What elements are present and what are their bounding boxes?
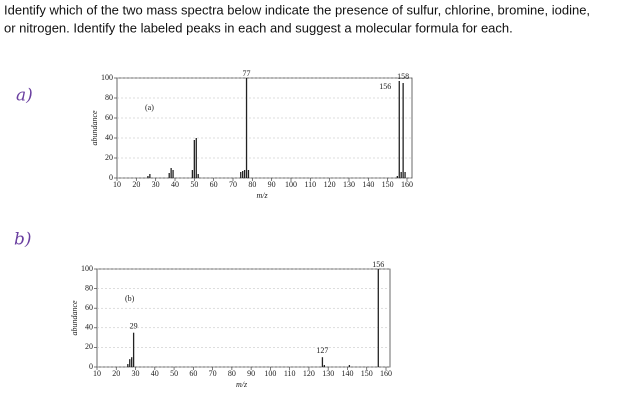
x-tick-label: 40 [171,180,179,189]
y-tick-label: 40 [85,323,93,332]
y-tick-label: 40 [105,133,113,142]
y-tick-label: 0 [89,362,93,371]
x-tick-label: 10 [93,369,101,378]
x-tick-label: 40 [151,369,159,378]
x-tick-label: 70 [229,180,237,189]
x-tick-label: 80 [228,369,236,378]
x-tick-label: 90 [268,180,276,189]
x-tick-label: 120 [303,369,315,378]
plot-frame [116,77,413,179]
x-tick-label: 20 [112,369,120,378]
x-tick-label: 140 [341,369,353,378]
x-tick-label: 50 [170,369,178,378]
x-tick-label: 100 [264,369,276,378]
x-tick-label: 10 [113,180,121,189]
part-label: b) [14,230,32,250]
y-tick-label: 0 [109,173,113,182]
y-tick-label: 60 [105,113,113,122]
y-tick-label: 100 [101,73,113,82]
x-tick-label: 140 [362,180,374,189]
y-axis-label: abundance [70,300,79,336]
y-tick-label: 60 [85,303,93,312]
y-tick-label: 100 [81,264,93,273]
x-tick-label: 150 [382,180,394,189]
panel-label: (b) [125,294,135,303]
x-tick-label: 50 [190,180,198,189]
question-line: or nitrogen. Identify the labeled peaks … [4,20,513,35]
x-tick-label: 130 [322,369,334,378]
y-tick-label: 20 [105,153,113,162]
x-tick-label: 160 [401,180,413,189]
y-tick-label: 20 [85,342,93,351]
x-tick-label: 130 [343,180,355,189]
x-tick-label: 60 [189,369,197,378]
question-line: Identify which of the two mass spectra b… [4,2,590,17]
peak-label: 156 [372,260,384,269]
x-tick-label: 90 [247,369,255,378]
peak-label: 77 [243,69,251,78]
x-tick-label: 60 [210,180,218,189]
x-tick-label: 110 [304,180,316,189]
x-tick-label: 110 [284,369,296,378]
x-tick-label: 120 [324,180,336,189]
y-tick-label: 80 [85,283,93,292]
x-tick-label: 80 [248,180,256,189]
peak-label: 158 [397,72,409,81]
x-tick-label: 160 [380,369,392,378]
x-tick-label: 100 [285,180,297,189]
x-tick-label: 70 [209,369,217,378]
peak-label: 29 [130,322,138,331]
peak-label: 127 [316,346,328,355]
y-axis-label: abundance [90,110,99,146]
plot-frame [96,268,391,368]
panel-label: (a) [145,103,154,112]
x-tick-label: 30 [132,369,140,378]
y-tick-label: 80 [105,93,113,102]
x-tick-label: 30 [152,180,160,189]
part-label: a) [16,86,33,106]
x-axis-label: m/z [236,380,248,389]
x-tick-label: 150 [361,369,373,378]
x-tick-label: 20 [132,180,140,189]
peak-label: 156 [379,82,391,91]
x-axis-label: m/z [256,191,268,200]
